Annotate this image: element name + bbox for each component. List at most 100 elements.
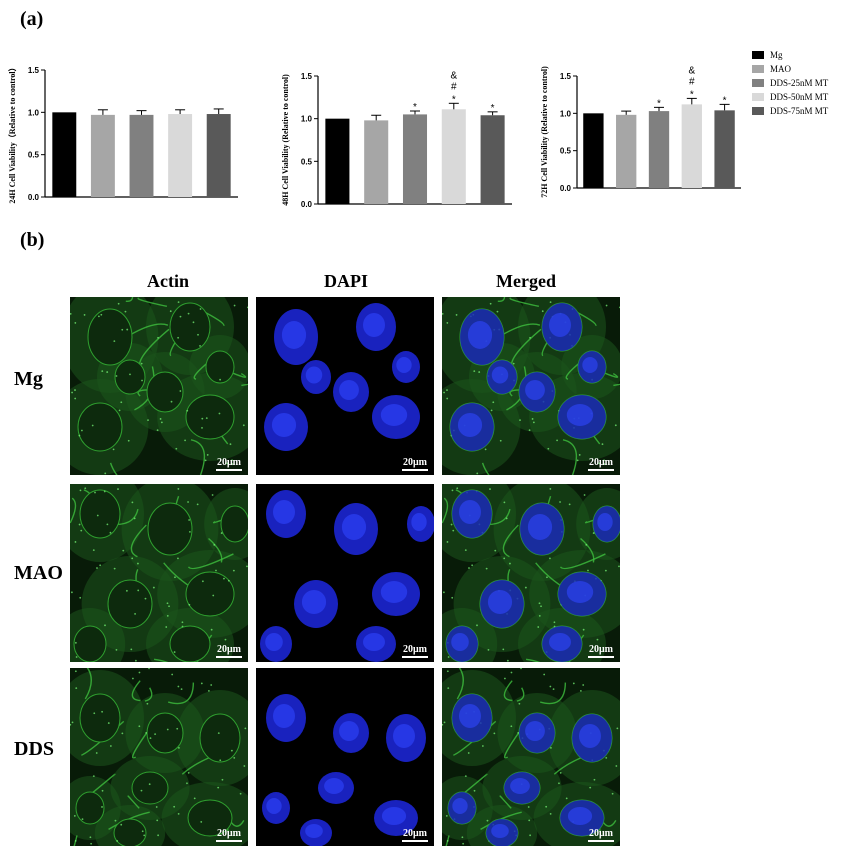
micrograph-dds-actin: 20μm [70, 668, 248, 846]
scale-bar-label: 20μm [217, 828, 241, 839]
scale-bar-line [588, 840, 614, 842]
bar [90, 114, 115, 197]
legend-item: DDS-75nM MT [752, 104, 828, 118]
scale-bar-line [402, 469, 428, 471]
y-tick-label: 0.5 [301, 157, 313, 166]
scale-bar: 20μm [402, 644, 428, 658]
bar [681, 104, 702, 188]
legend-swatch [752, 79, 764, 87]
y-tick-label: 1.0 [301, 115, 313, 124]
legend-label: DDS-75nM MT [770, 106, 829, 116]
y-axis-label: 72H Cell Viability (Relative to control) [540, 66, 549, 198]
y-tick-label: 1.0 [28, 108, 40, 117]
y-tick-label: 1.5 [28, 66, 40, 75]
scale-bar-label: 20μm [589, 828, 613, 839]
scale-bar-label: 20μm [403, 644, 427, 655]
bar-chart-2: 0.0 0.5 1.0 1.5 48H Cell Viability (Relative… [281, 70, 512, 209]
scale-bar: 20μm [402, 457, 428, 471]
scale-bar: 20μm [216, 644, 242, 658]
legend-swatch [752, 107, 764, 115]
significance-mark: * [723, 95, 727, 106]
scale-bar-label: 20μm [403, 828, 427, 839]
chart-legend: Mg MAO DDS-25nM MT DDS-50nM MT DDS-75nM MT [752, 48, 828, 118]
bar [648, 111, 670, 188]
micrograph-mao-actin: 20μm [70, 484, 248, 662]
panel-a-label: (a) [20, 8, 44, 30]
bar [129, 114, 154, 197]
micrograph-mao-merged: 20μm [442, 484, 620, 662]
legend-label: DDS-50nM MT [770, 92, 829, 102]
bar [52, 112, 77, 197]
y-tick-label: 0.5 [560, 147, 572, 156]
micrograph-mao-dapi: 20μm [256, 484, 434, 662]
significance-mark: # [689, 76, 695, 87]
scale-bar-line [588, 656, 614, 658]
legend-swatch [752, 51, 764, 59]
y-tick-label: 1.0 [560, 109, 572, 118]
scale-bar-line [402, 656, 428, 658]
column-header-merged: Merged [496, 271, 556, 291]
scale-bar-line [216, 469, 242, 471]
scale-bar: 20μm [588, 828, 614, 842]
row-header-mg: Mg [14, 368, 43, 390]
y-axis-label: 48H Cell Viability (Relative to control) [281, 74, 290, 206]
scale-bar: 20μm [216, 828, 242, 842]
row-header-dds: DDS [14, 738, 55, 760]
y-axis-label: 24H Cell Viability（Relative to control） [7, 63, 17, 203]
significance-mark: * [452, 94, 456, 105]
bar-chart-3: 0.0 0.5 1.0 1.5 72H Cell Viability (Relative… [540, 65, 741, 198]
significance-mark: & [688, 65, 695, 76]
bar [364, 120, 389, 204]
scale-bar: 20μm [588, 644, 614, 658]
column-header-actin: Actin [147, 271, 189, 291]
legend-item: Mg [752, 48, 828, 62]
legend-swatch [752, 65, 764, 73]
bar [441, 109, 466, 204]
significance-mark: # [451, 81, 457, 92]
panel-b-label: (b) [20, 229, 45, 251]
scale-bar-label: 20μm [589, 644, 613, 655]
bar [616, 114, 637, 188]
legend-item: DDS-25nM MT [752, 76, 828, 90]
legend-label: Mg [770, 50, 783, 60]
column-header-dapi: DAPI [324, 271, 368, 291]
scale-bar-line [588, 469, 614, 471]
y-tick-label: 1.5 [560, 72, 572, 81]
significance-mark: & [450, 70, 457, 81]
micrograph-dds-merged: 20μm [442, 668, 620, 846]
significance-mark: * [657, 98, 661, 109]
micrograph-mg-merged: 20μm [442, 297, 620, 475]
bar [402, 114, 428, 204]
scale-bar: 20μm [402, 828, 428, 842]
micrograph-mg-actin: 20μm [70, 297, 248, 475]
bar [714, 110, 735, 188]
scale-bar-label: 20μm [217, 644, 241, 655]
micrograph-dds-dapi: 20μm [256, 668, 434, 846]
bar [480, 115, 505, 204]
scale-bar: 20μm [588, 457, 614, 471]
scale-bar-line [402, 840, 428, 842]
micrograph-mg-dapi: 20μm [256, 297, 434, 475]
significance-mark: * [413, 102, 417, 113]
scale-bar-label: 20μm [217, 457, 241, 468]
bar [583, 113, 604, 188]
legend-item: MAO [752, 62, 828, 76]
bar-chart-1: 0.0 0.5 1.0 1.5 24H Cell Viability（Relative … [7, 63, 238, 204]
bar [325, 118, 350, 204]
y-tick-label: 0.0 [560, 184, 572, 193]
scale-bar: 20μm [216, 457, 242, 471]
legend-label: DDS-25nM MT [770, 78, 829, 88]
significance-mark: * [690, 89, 694, 100]
legend-item: DDS-50nM MT [752, 90, 828, 104]
scale-bar-line [216, 840, 242, 842]
scale-bar-label: 20μm [589, 457, 613, 468]
scale-bar-line [216, 656, 242, 658]
y-tick-label: 1.5 [301, 72, 313, 81]
row-header-mao: MAO [14, 562, 63, 584]
legend-swatch [752, 93, 764, 101]
y-tick-label: 0.0 [28, 193, 40, 202]
y-tick-label: 0.0 [301, 200, 313, 209]
y-tick-label: 0.5 [28, 151, 40, 160]
significance-mark: * [491, 103, 495, 114]
bar-charts: 0.0 0.5 1.0 1.5 24H Cell Viability（Relative … [7, 63, 741, 209]
